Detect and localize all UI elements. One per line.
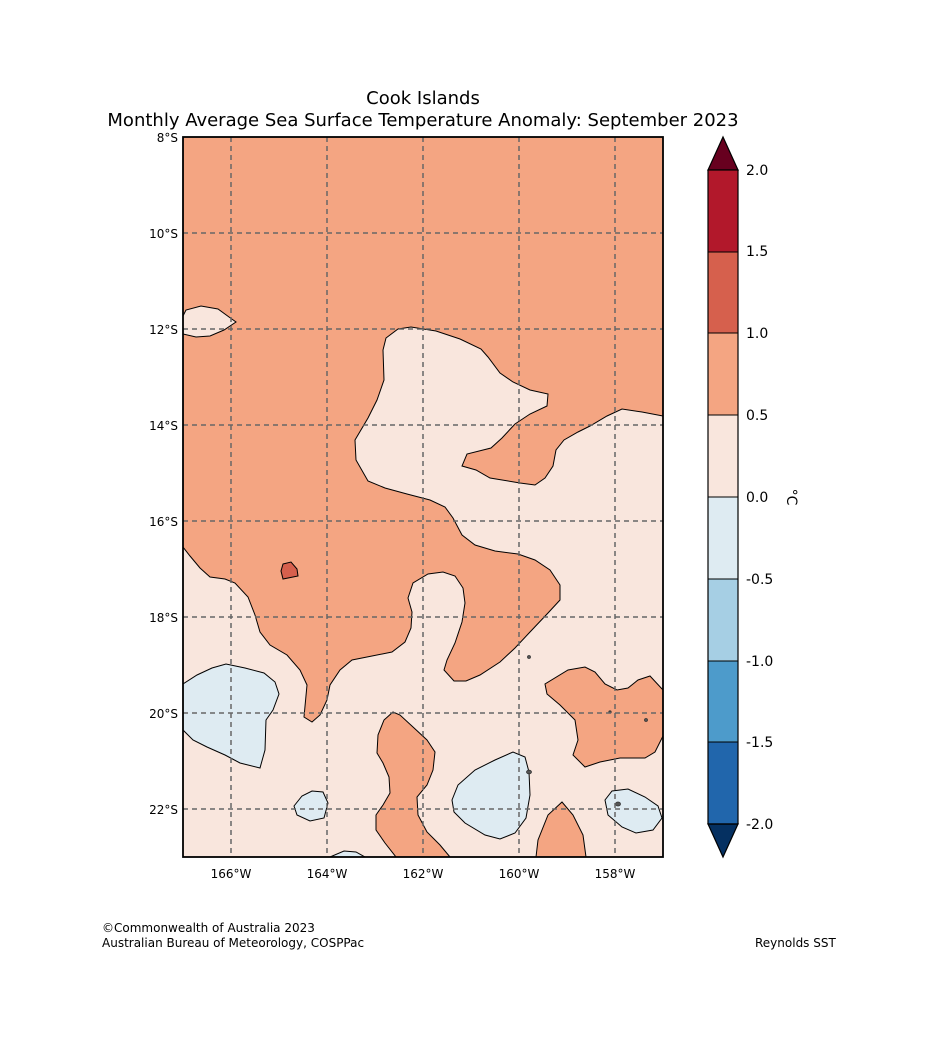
colorbar-tick: -2.0 (746, 817, 773, 833)
lat-label: 22°S (149, 803, 178, 817)
graticule (183, 137, 663, 857)
lat-label: 20°S (149, 707, 178, 721)
colorbar-segment (708, 170, 738, 252)
colorbar-under-triangle (707, 823, 739, 859)
map-frame (182, 136, 664, 858)
map-title: Cook Islands (366, 88, 480, 109)
colorbar-segment (708, 579, 738, 661)
colorbar-segment (708, 742, 738, 824)
colorbar-unit-label: °C (783, 489, 799, 506)
colorbar-segment (708, 497, 738, 579)
anomaly-region-neg-south (329, 850, 367, 857)
lon-label: 166°W (211, 867, 252, 881)
lat-label: 18°S (149, 611, 178, 625)
lat-label: 8°S (157, 131, 178, 145)
lon-label: 162°W (403, 867, 444, 881)
lat-label: 10°S (149, 227, 178, 241)
colorbar-segment (708, 415, 738, 497)
lat-label: 12°S (149, 323, 178, 337)
colorbar-segment (708, 661, 738, 742)
colorbar-tick: 1.0 (746, 326, 768, 342)
lat-label: 14°S (149, 419, 178, 433)
lat-label: 16°S (149, 515, 178, 529)
colorbar-tick: 2.0 (746, 163, 768, 179)
colorbar: 2.0 1.5 1.0 0.5 0.0 -0.5 -1.0 -1.5 -2.0 … (707, 135, 799, 859)
colorbar-tick: -1.0 (746, 654, 773, 670)
data-source-text: Reynolds SST (755, 936, 836, 950)
anomaly-region-1.0-1.5 (280, 561, 299, 580)
agency-text: Australian Bureau of Meteorology, COSPPa… (102, 936, 365, 950)
colorbar-tick: 0.0 (746, 490, 768, 506)
colorbar-over-triangle (707, 135, 739, 171)
copyright-text: ©Commonwealth of Australia 2023 (102, 921, 315, 935)
anomaly-region-neg-small-1 (293, 790, 329, 822)
colorbar-tick: -0.5 (746, 572, 773, 588)
latitude-labels: 8°S 10°S 12°S 14°S 16°S 18°S 20°S 22°S (149, 131, 178, 817)
lon-label: 158°W (595, 867, 636, 881)
map-subtitle: Monthly Average Sea Surface Temperature … (107, 110, 739, 131)
colorbar-tick: 0.5 (746, 408, 768, 424)
colorbar-tick: 1.5 (746, 244, 768, 260)
island-markers (526, 655, 648, 807)
colorbar-segment (708, 252, 738, 333)
longitude-labels: 166°W 164°W 162°W 160°W 158°W (211, 867, 636, 881)
anomaly-region-neg-east (604, 788, 663, 834)
anomaly-region-neg-center (451, 751, 531, 840)
credit-block: ©Commonwealth of Australia 2023 Australi… (102, 921, 364, 951)
colorbar-tick: -1.5 (746, 735, 773, 751)
map-panel (183, 137, 663, 857)
lon-label: 160°W (499, 867, 540, 881)
lon-label: 164°W (307, 867, 348, 881)
colorbar-segment (708, 333, 738, 415)
